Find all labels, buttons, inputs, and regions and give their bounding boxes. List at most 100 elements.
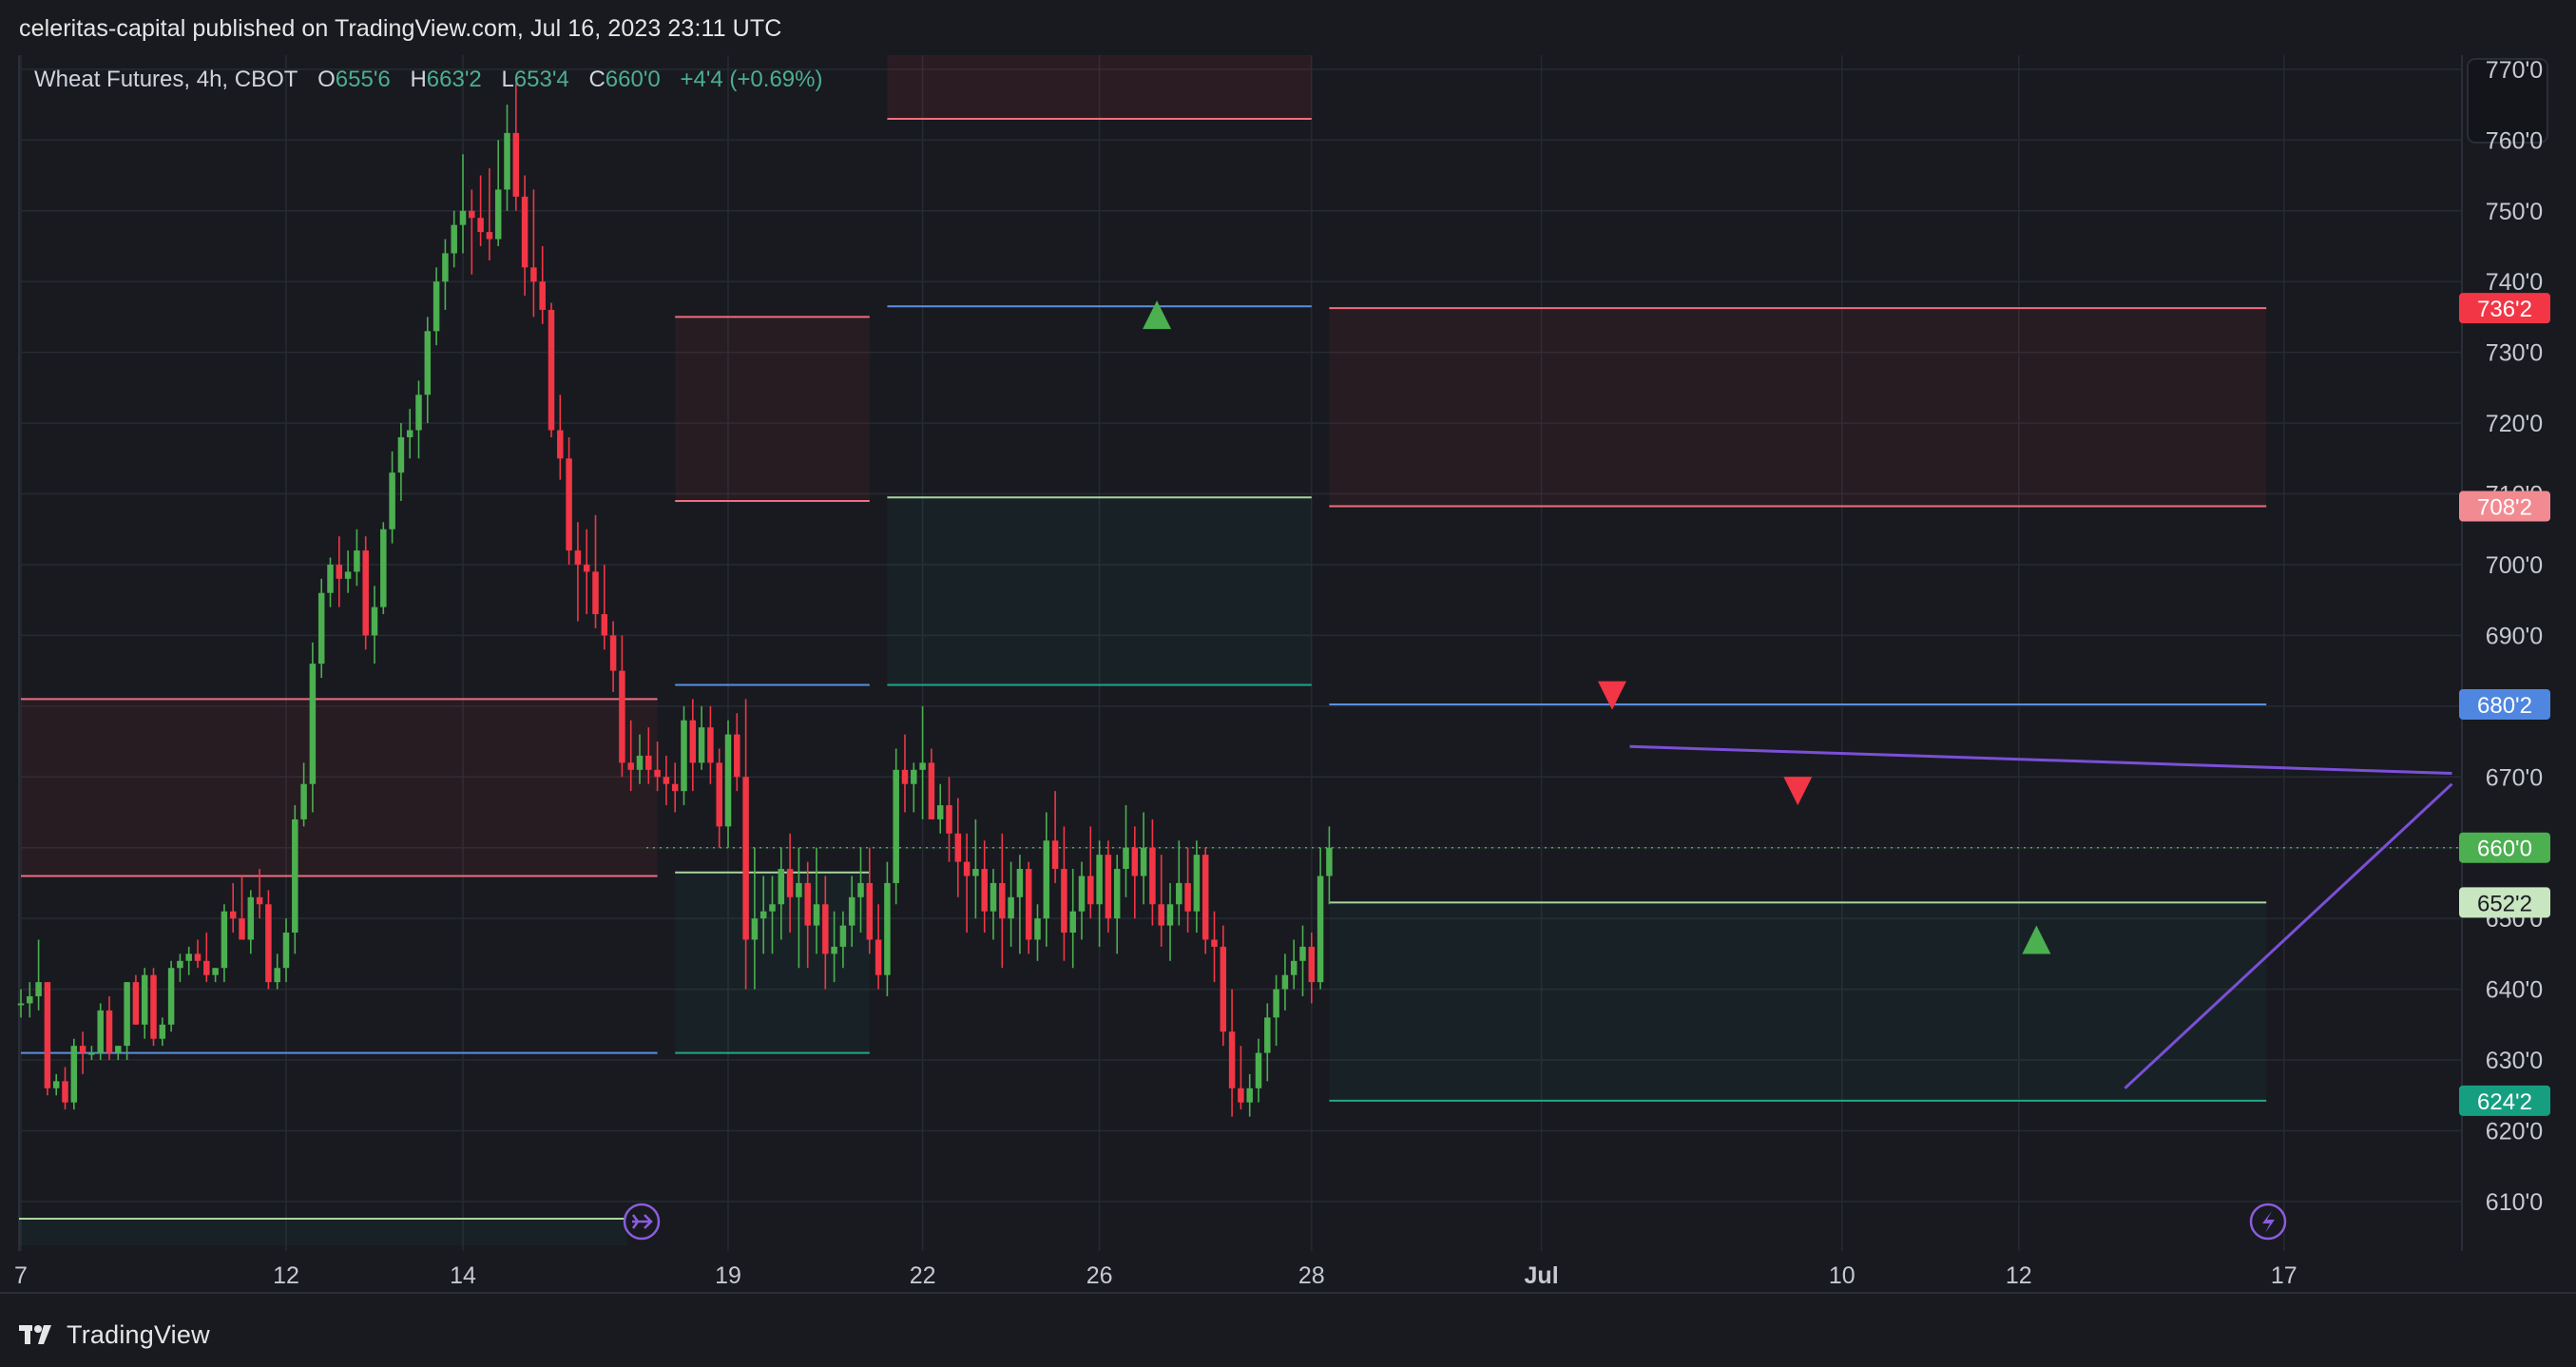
candle[interactable] [477,175,484,246]
candle[interactable] [380,522,387,615]
candle[interactable] [1246,1073,1253,1117]
candle[interactable] [539,245,546,324]
candle[interactable] [150,968,157,1047]
candle[interactable] [601,564,608,650]
candle[interactable] [1069,869,1076,969]
candle[interactable] [512,83,520,211]
candle[interactable] [247,890,255,954]
candle[interactable] [451,210,457,268]
candle[interactable] [1264,1003,1271,1082]
candle[interactable] [1228,989,1236,1117]
candle[interactable] [751,847,759,990]
candle[interactable] [681,705,687,806]
candle[interactable] [963,833,971,934]
candle[interactable] [698,705,705,770]
candle[interactable] [274,953,280,990]
candle[interactable] [424,317,432,424]
candle[interactable] [256,869,263,919]
candle[interactable] [1290,939,1298,990]
candle[interactable] [893,748,899,905]
candle[interactable] [1220,925,1227,1047]
candle[interactable] [1025,861,1032,954]
candle[interactable] [822,876,829,990]
candle[interactable] [167,960,175,1032]
candle[interactable] [796,847,802,969]
candle[interactable] [1140,812,1147,905]
candle[interactable] [203,933,210,983]
flash-icon[interactable] [2249,1203,2287,1241]
candle[interactable] [671,762,679,813]
candle[interactable] [609,621,617,692]
candle[interactable] [397,423,405,501]
candle[interactable] [194,939,202,969]
candle[interactable] [433,267,440,346]
candle[interactable] [1193,840,1201,934]
candle[interactable] [88,1046,95,1061]
candle[interactable] [848,876,855,947]
candle[interactable] [936,783,944,834]
candle[interactable] [79,1031,87,1074]
trendline[interactable] [1629,744,2452,776]
candle[interactable] [1105,840,1112,934]
candle[interactable] [831,911,837,983]
candle[interactable] [406,409,413,459]
candle[interactable] [371,586,378,664]
candle[interactable] [839,911,847,969]
candle[interactable] [1184,847,1191,934]
candle[interactable] [389,451,395,544]
candle[interactable] [239,876,245,940]
candle[interactable] [124,982,130,1061]
candle[interactable] [300,762,307,827]
candle[interactable] [884,861,891,997]
candles[interactable] [17,83,1333,1117]
candle[interactable] [1238,1046,1244,1110]
candle[interactable] [344,550,352,593]
candle[interactable] [928,748,935,819]
candle[interactable] [70,1038,78,1110]
candle[interactable] [115,1046,122,1061]
candle[interactable] [1016,855,1024,954]
candle[interactable] [689,699,697,792]
candle[interactable] [1166,882,1174,961]
candle[interactable] [415,380,422,459]
candle[interactable] [901,734,909,813]
candle[interactable] [1149,818,1156,926]
candle[interactable] [1176,840,1182,926]
candle[interactable] [504,105,510,211]
candle[interactable] [1043,812,1050,947]
candle[interactable] [336,536,343,607]
candle[interactable] [354,529,360,587]
candle[interactable] [442,239,449,310]
candle[interactable] [1087,826,1094,919]
candle[interactable] [229,882,237,934]
candle[interactable] [62,1067,68,1110]
candle[interactable] [972,818,979,919]
candle[interactable] [1034,904,1041,961]
candle[interactable] [707,705,714,784]
candle[interactable] [1113,855,1121,954]
candle[interactable] [1078,861,1086,940]
candle[interactable] [1255,1038,1262,1103]
candle[interactable] [663,755,670,806]
candle[interactable] [875,904,882,990]
candle[interactable] [990,869,997,940]
candle[interactable] [17,989,25,1018]
candle[interactable] [627,720,634,792]
candle[interactable] [292,805,298,954]
trendline[interactable] [2124,782,2453,1089]
candle[interactable] [786,833,794,934]
candle[interactable] [494,140,502,246]
candle[interactable] [212,968,219,983]
candle[interactable] [769,876,776,954]
candle[interactable] [309,642,317,813]
chart-settings-box[interactable] [2467,58,2548,144]
candle[interactable] [362,536,369,650]
candle[interactable] [619,635,625,778]
candle[interactable] [654,741,661,792]
candle[interactable] [592,514,599,628]
candle[interactable] [1299,925,1306,997]
candle[interactable] [35,939,42,1011]
candle[interactable] [1211,911,1218,983]
candle[interactable] [724,720,732,848]
